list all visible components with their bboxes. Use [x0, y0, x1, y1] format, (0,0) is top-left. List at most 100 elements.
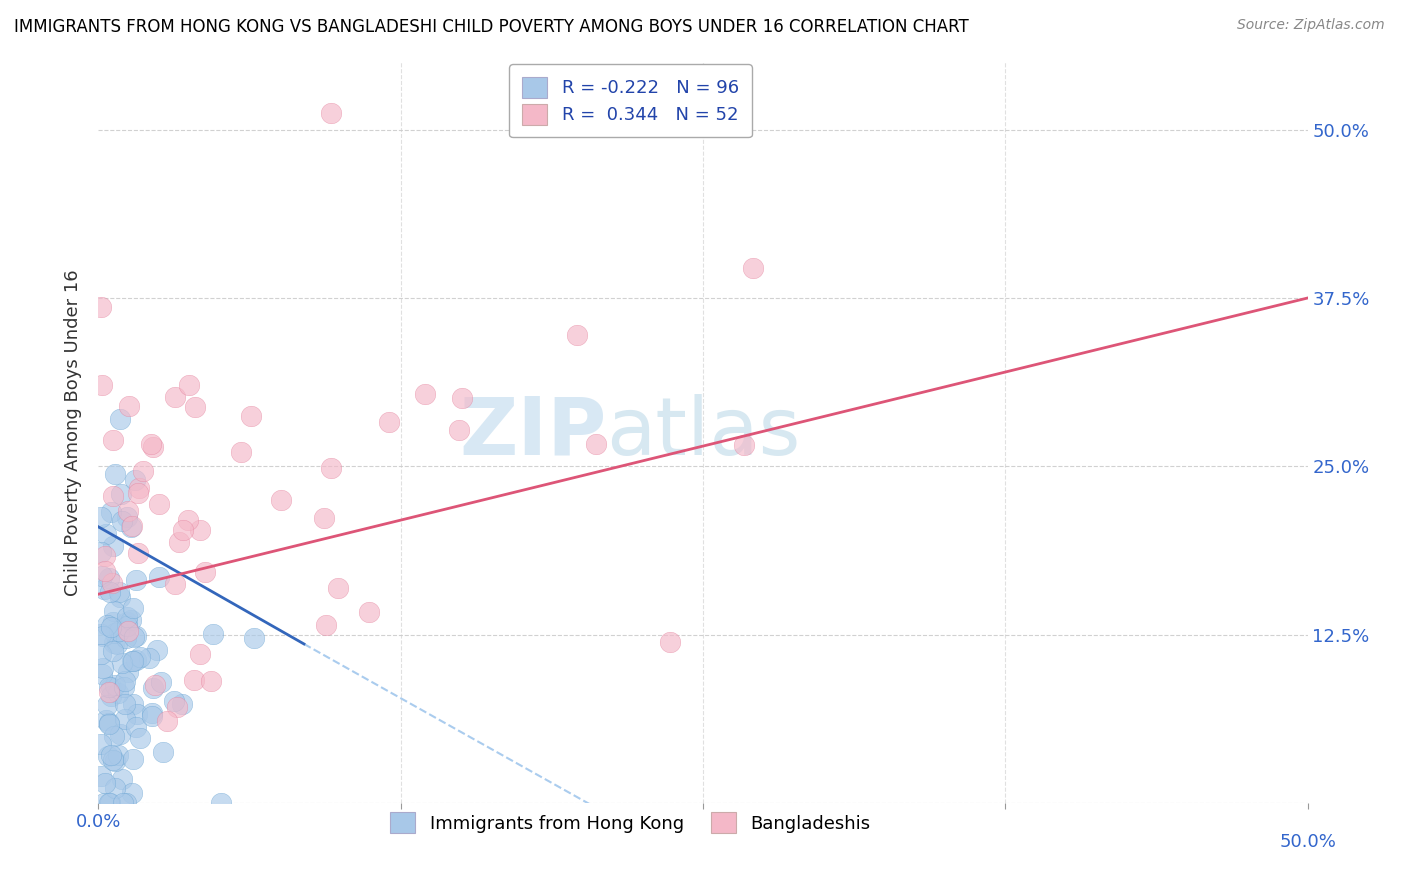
Point [359, 605, 381, 619]
Point [270, 493, 292, 508]
Point [117, 624, 139, 638]
Point [120, 613, 142, 627]
Point [127, 486, 149, 500]
Point [100, 747, 122, 762]
Point [96, 618, 118, 632]
Point [125, 573, 148, 587]
Point [111, 772, 134, 786]
Point [139, 436, 162, 450]
Point [162, 694, 184, 708]
Point [172, 524, 194, 538]
Point [321, 106, 343, 120]
Point [103, 467, 125, 481]
Point [91, 378, 114, 392]
Point [121, 654, 143, 668]
Point [127, 546, 149, 560]
Point [193, 566, 215, 580]
Point [101, 539, 124, 553]
Point [121, 654, 143, 668]
Point [122, 630, 145, 644]
Point [114, 796, 136, 810]
Point [127, 706, 149, 721]
Point [117, 665, 139, 679]
Point [146, 642, 169, 657]
Point [93, 582, 115, 597]
Point [128, 481, 150, 495]
Y-axis label: Child Poverty Among Boys Under 16: Child Poverty Among Boys Under 16 [65, 269, 83, 596]
Point [142, 440, 165, 454]
Point [91, 666, 114, 681]
Point [120, 520, 142, 534]
Point [202, 626, 225, 640]
Point [209, 796, 232, 810]
Point [114, 713, 136, 727]
Point [141, 706, 163, 720]
Point [326, 581, 349, 595]
Point [114, 697, 136, 711]
Point [111, 514, 134, 528]
Point [167, 535, 190, 549]
Point [378, 415, 401, 429]
Point [90, 737, 112, 751]
Point [565, 328, 588, 343]
Point [98, 796, 121, 810]
Point [165, 577, 187, 591]
Point [98, 584, 121, 599]
Point [93, 796, 115, 810]
Point [124, 473, 146, 487]
Point [188, 647, 211, 661]
Point [110, 590, 132, 604]
Point [100, 505, 122, 519]
Point [150, 675, 173, 690]
Point [101, 489, 124, 503]
Point [148, 570, 170, 584]
Point [166, 699, 188, 714]
Point [97, 685, 120, 699]
Point [129, 731, 152, 745]
Point [733, 438, 755, 452]
Point [122, 600, 145, 615]
Point [107, 686, 129, 700]
Point [659, 635, 682, 649]
Point [110, 412, 132, 426]
Point [97, 748, 120, 763]
Point [101, 643, 124, 657]
Point [142, 681, 165, 696]
Point [115, 610, 138, 624]
Point [112, 796, 135, 810]
Point [104, 625, 127, 640]
Text: Source: ZipAtlas.com: Source: ZipAtlas.com [1237, 18, 1385, 32]
Point [138, 650, 160, 665]
Point [93, 776, 115, 790]
Point [321, 461, 343, 475]
Point [103, 433, 125, 447]
Text: IMMIGRANTS FROM HONG KONG VS BANGLADESHI CHILD POVERTY AMONG BOYS UNDER 16 CORRE: IMMIGRANTS FROM HONG KONG VS BANGLADESHI… [14, 18, 969, 36]
Point [156, 714, 179, 728]
Point [121, 751, 143, 765]
Point [243, 631, 266, 645]
Point [117, 504, 139, 518]
Point [183, 673, 205, 688]
Point [97, 715, 120, 730]
Point [132, 464, 155, 478]
Point [107, 584, 129, 599]
Text: ZIP: ZIP [458, 393, 606, 472]
Point [108, 727, 131, 741]
Point [90, 768, 112, 782]
Point [118, 399, 141, 413]
Point [449, 423, 471, 437]
Point [110, 487, 132, 501]
Point [200, 674, 222, 689]
Point [111, 656, 134, 670]
Point [125, 720, 148, 734]
Point [315, 618, 337, 632]
Point [172, 698, 194, 712]
Point [231, 444, 253, 458]
Point [100, 690, 122, 704]
Point [100, 620, 122, 634]
Point [90, 545, 112, 559]
Point [165, 391, 187, 405]
Point [96, 698, 118, 713]
Point [103, 678, 125, 692]
Point [90, 626, 112, 640]
